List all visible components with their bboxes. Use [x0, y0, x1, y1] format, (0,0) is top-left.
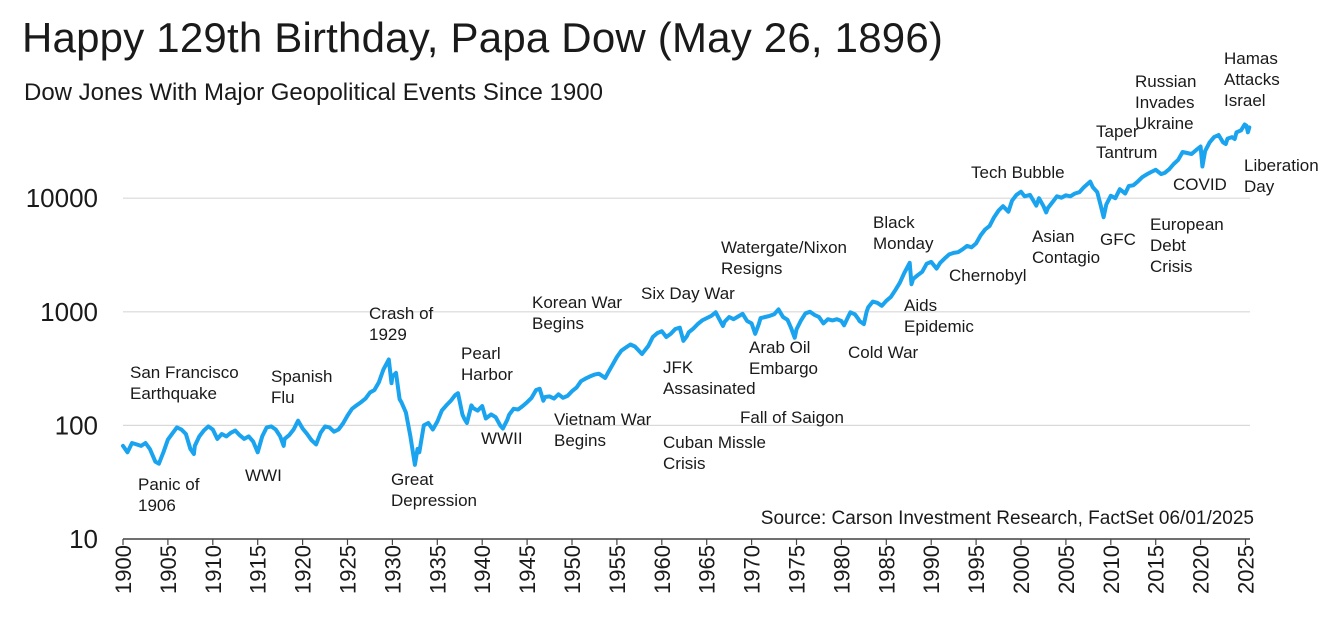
annotation-label: Six Day War	[641, 284, 735, 303]
y-tick-label: 10000	[26, 183, 98, 213]
x-tick-label: 1915	[246, 545, 271, 594]
x-tick-label: 1935	[425, 545, 450, 594]
annotation-label: Cold War	[848, 343, 919, 362]
x-tick-label: 2015	[1144, 545, 1169, 594]
annotation-label: Spanish Flu	[271, 367, 332, 407]
annotation-label: Vietnam War Begins	[554, 410, 652, 450]
annotation-label: Arab Oil Embargo	[749, 338, 818, 378]
x-tick-label: 1910	[201, 545, 226, 594]
annotation-label: COVID	[1173, 175, 1227, 194]
annotation-label: Chernobyl	[949, 266, 1027, 285]
x-tick-label: 1990	[919, 545, 944, 594]
annotation-label: San Francisco Earthquake	[130, 363, 239, 403]
x-tick-label: 2025	[1234, 545, 1259, 594]
annotation-label: WWII	[481, 429, 523, 448]
annotation-label: GFC	[1100, 230, 1136, 249]
annotation-label: Panic of 1906	[138, 475, 200, 515]
annotation-label: Asian Contagio	[1032, 227, 1100, 267]
y-tick-label: 100	[55, 410, 98, 440]
series-line-dow-jones	[121, 122, 1252, 467]
annotation-label: Crash of 1929	[369, 304, 434, 344]
x-tick-label: 1975	[785, 545, 810, 594]
x-tick-label: 1970	[740, 545, 765, 594]
annotation-label: Russian Invades Ukraine	[1135, 72, 1196, 133]
x-tick-label: 2005	[1054, 545, 1079, 594]
x-tick-label: 1965	[695, 545, 720, 594]
annotation-label: Korean War Begins	[532, 293, 622, 333]
x-tick-label: 1960	[650, 545, 675, 594]
x-tick-label: 1905	[156, 545, 181, 594]
x-tick-label: 2000	[1009, 545, 1034, 594]
source-note: Source: Carson Investment Research, Fact…	[761, 508, 1254, 529]
annotation-label: JFK Assasinated	[663, 358, 756, 398]
annotation-label: Great Depression	[391, 470, 477, 510]
x-tick-label: 1985	[874, 545, 899, 594]
x-tick-label: 1955	[605, 545, 630, 594]
x-tick-label: 2010	[1099, 545, 1124, 594]
annotation-label: Tech Bubble	[971, 163, 1065, 182]
annotation-label: Liberation Day	[1244, 156, 1319, 196]
annotation-label: Hamas Attacks Israel	[1224, 49, 1280, 110]
annotation-label: Pearl Harbor	[461, 344, 513, 384]
chart-subtitle: Dow Jones With Major Geopolitical Events…	[24, 79, 603, 106]
chart-title: Happy 129th Birthday, Papa Dow (May 26, …	[22, 14, 944, 61]
x-tick-label: 1930	[380, 545, 405, 594]
x-tick-label: 1950	[560, 545, 585, 594]
x-tick-label: 1940	[470, 545, 495, 594]
annotation-label: Watergate/Nixon Resigns	[721, 238, 847, 278]
x-tick-label: 1920	[291, 545, 316, 594]
x-tick-label: 1925	[336, 545, 361, 594]
y-tick-label: 1000	[40, 297, 98, 327]
annotation-label: Black Monday	[873, 213, 934, 253]
annotation-label: Cuban Missle Crisis	[663, 433, 766, 473]
annotation-label: Taper Tantrum	[1096, 122, 1157, 162]
x-tick-label: 2020	[1189, 545, 1214, 594]
annotation-label: Aids Epidemic	[904, 296, 974, 336]
annotation-label: WWI	[245, 466, 282, 485]
x-tick-label: 1980	[829, 545, 854, 594]
x-tick-label: 1900	[111, 545, 136, 594]
annotation-label: Fall of Saigon	[740, 408, 844, 427]
x-tick-label: 1945	[515, 545, 540, 594]
y-tick-label: 10	[69, 524, 98, 554]
annotation-label: European Debt Crisis	[1150, 215, 1224, 276]
x-tick-label: 1995	[964, 545, 989, 594]
